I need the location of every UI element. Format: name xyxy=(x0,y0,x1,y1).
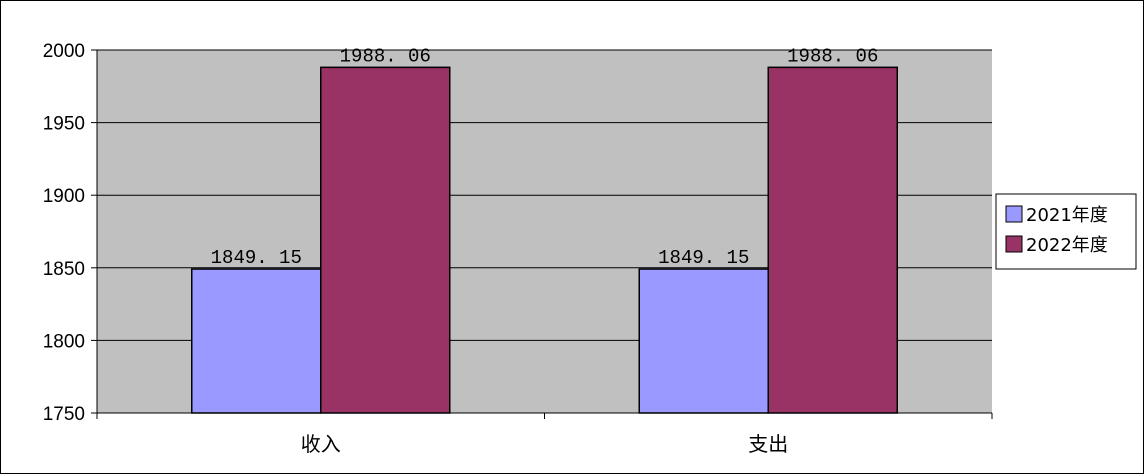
y-tick-label: 2000 xyxy=(43,41,85,62)
x-category-label: 支出 xyxy=(748,432,788,456)
legend-label: 2021年度 xyxy=(1026,205,1108,226)
bar-2021年度-收入 xyxy=(191,268,322,414)
bar-2021年度-支出 xyxy=(638,268,769,414)
legend-label: 2022年度 xyxy=(1026,235,1108,256)
data-label: 1988. 06 xyxy=(787,45,878,67)
legend xyxy=(995,193,1137,270)
bar-2022年度-收入 xyxy=(320,66,451,414)
y-tick-label: 1950 xyxy=(43,114,85,135)
y-tick-label: 1850 xyxy=(43,259,85,280)
x-category-label: 收入 xyxy=(301,432,341,456)
legend-swatch-2021年度 xyxy=(1005,205,1023,223)
data-label: 1849. 15 xyxy=(658,247,749,269)
y-tick-label: 1800 xyxy=(43,331,85,352)
data-label: 1849. 15 xyxy=(211,247,302,269)
bar-2022年度-支出 xyxy=(767,66,898,414)
legend-swatch-2022年度 xyxy=(1005,235,1023,253)
y-tick-label: 1750 xyxy=(43,404,85,425)
data-label: 1988. 06 xyxy=(340,45,431,67)
y-tick-label: 1900 xyxy=(43,186,85,207)
